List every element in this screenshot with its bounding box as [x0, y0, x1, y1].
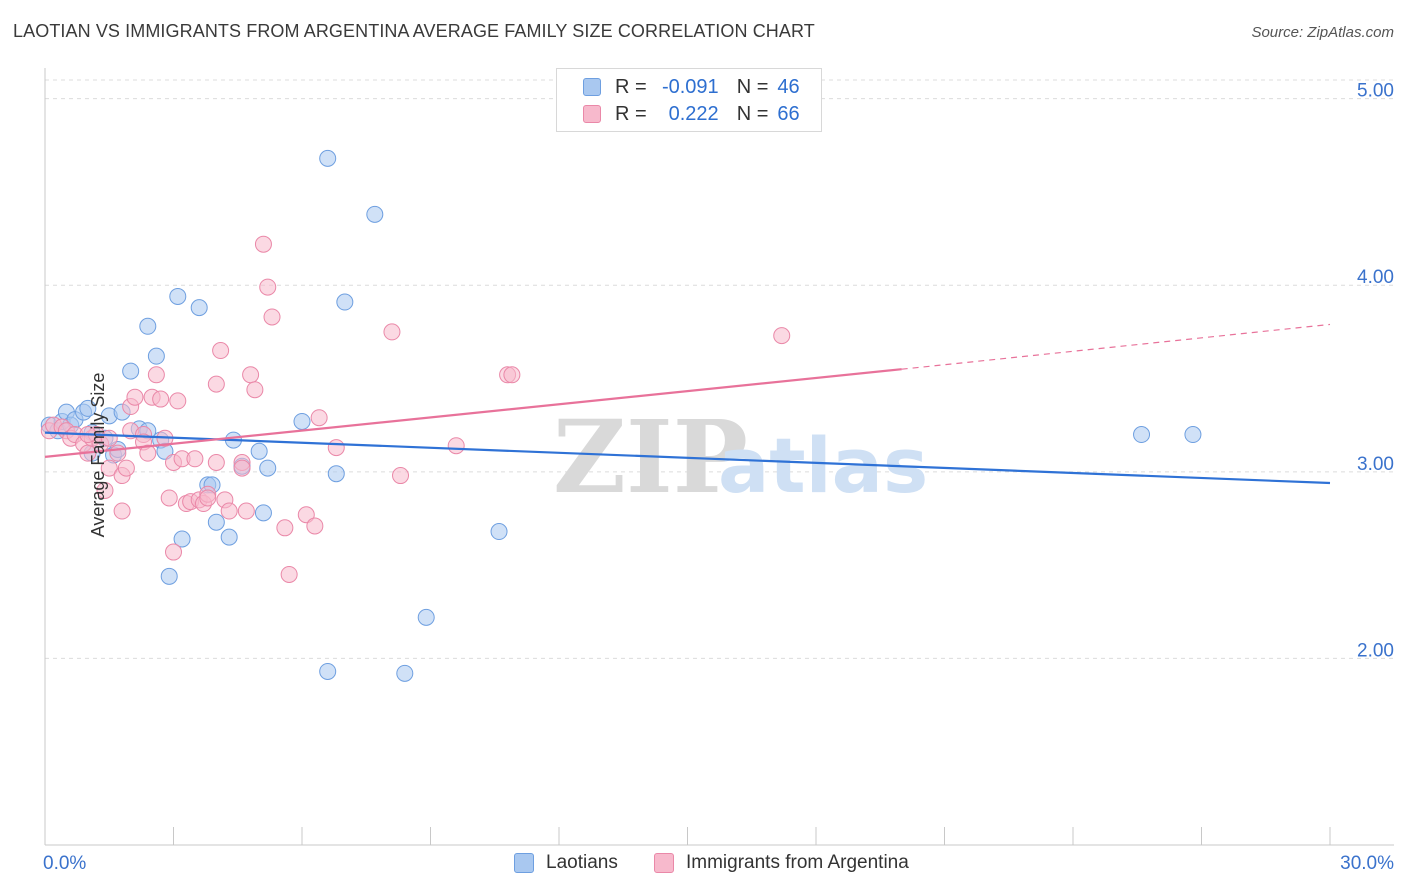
point-argentina	[254, 235, 272, 253]
point-argentina	[113, 502, 131, 520]
point-laotians	[319, 149, 337, 167]
trend-line-argentina	[44, 368, 902, 458]
point-argentina	[383, 323, 401, 341]
axes	[44, 68, 1394, 846]
legend-item-argentina[interactable]: Immigrants from Argentina	[654, 852, 909, 874]
point-argentina	[100, 459, 118, 477]
point-argentina	[169, 392, 187, 410]
laotians-swatch	[583, 78, 601, 96]
legend-label: Immigrants from Argentina	[686, 852, 909, 873]
point-argentina	[392, 467, 410, 485]
n-value: 46	[777, 75, 800, 98]
n-label: N =	[736, 75, 769, 98]
point-laotians	[169, 287, 187, 305]
argentina-swatch	[583, 105, 601, 123]
point-laotians	[336, 293, 354, 311]
point-argentina	[139, 444, 157, 462]
point-argentina	[773, 327, 791, 345]
stats-row-argentina: R = 0.222 N = 66	[557, 101, 800, 127]
point-laotians	[366, 205, 384, 223]
point-argentina	[109, 444, 127, 462]
watermark: ZIPatlas	[553, 398, 928, 516]
point-laotians	[254, 504, 272, 522]
n-label: N =	[736, 102, 769, 125]
y-axis-label: Average Family Size	[87, 372, 108, 538]
point-argentina	[186, 450, 204, 468]
legend-swatch-laotians	[514, 853, 534, 873]
legend-swatch-argentina	[654, 853, 674, 873]
point-argentina	[220, 502, 238, 520]
point-argentina	[207, 454, 225, 471]
point-argentina	[160, 489, 178, 507]
x-tick-label: 0.0%	[43, 853, 86, 874]
point-argentina	[276, 519, 294, 537]
point-laotians	[122, 362, 140, 380]
point-laotians	[490, 523, 508, 541]
point-laotians	[1133, 426, 1151, 444]
stats-box: R = -0.091 N = 46 R = 0.222 N = 66	[556, 68, 822, 132]
point-laotians	[417, 608, 435, 626]
stats-row-laotians: R = -0.091 N = 46	[557, 74, 800, 100]
point-laotians	[160, 567, 178, 585]
legend-label: Laotians	[546, 852, 618, 873]
point-argentina	[259, 278, 277, 296]
point-argentina	[165, 543, 182, 561]
point-argentina	[199, 489, 217, 507]
x-tick-label: 30.0%	[1340, 853, 1394, 874]
point-argentina	[117, 459, 135, 477]
point-argentina	[280, 565, 298, 583]
point-argentina	[212, 342, 230, 360]
trend-line-argentina-extrapolated	[901, 323, 1331, 370]
legend-item-laotians[interactable]: Laotians	[514, 852, 618, 874]
point-argentina	[263, 308, 281, 326]
point-argentina	[306, 517, 324, 535]
trend-line-laotians	[44, 431, 1331, 485]
point-laotians	[79, 399, 97, 417]
point-laotians	[319, 662, 337, 680]
point-laotians	[190, 299, 208, 317]
point-argentina	[310, 409, 328, 427]
point-argentina	[96, 481, 114, 499]
chart-source: Source: ZipAtlas.com	[1251, 24, 1394, 41]
point-argentina	[242, 366, 260, 384]
point-argentina	[126, 388, 144, 406]
y-tick-label: 3.00	[1357, 454, 1394, 475]
point-laotians	[396, 664, 414, 682]
point-laotians	[139, 317, 157, 335]
y-tick-label: 2.00	[1357, 640, 1394, 661]
r-label: R =	[615, 102, 647, 125]
trend-lines	[44, 323, 1331, 485]
point-argentina	[147, 366, 165, 384]
tick-labels: 2.00 3.00 4.00 5.00 0.0% 30.0%	[43, 81, 1394, 874]
point-argentina	[297, 506, 315, 524]
point-argentina	[152, 390, 170, 408]
point-argentina	[233, 459, 251, 477]
point-argentina	[503, 366, 521, 384]
chart-title: LAOTIAN VS IMMIGRANTS FROM ARGENTINA AVE…	[13, 21, 815, 41]
data-points	[40, 149, 1202, 682]
point-argentina	[237, 502, 255, 520]
point-argentina	[327, 439, 345, 457]
point-laotians	[293, 412, 311, 430]
point-argentina	[246, 381, 264, 399]
point-laotians	[327, 465, 345, 483]
point-laotians	[1184, 426, 1202, 444]
y-tick-label: 5.00	[1357, 81, 1394, 102]
point-argentina	[447, 437, 465, 455]
point-argentina	[207, 375, 225, 393]
point-laotians	[220, 528, 238, 546]
r-label: R =	[615, 75, 647, 98]
point-laotians	[259, 459, 277, 477]
r-value: -0.091	[661, 75, 719, 98]
point-laotians	[250, 442, 268, 460]
point-laotians	[147, 347, 165, 365]
point-laotians	[207, 513, 225, 531]
r-value: 0.222	[668, 102, 719, 125]
y-tick-label: 4.00	[1357, 267, 1394, 288]
n-value: 66	[777, 102, 800, 125]
point-laotians	[173, 530, 191, 548]
